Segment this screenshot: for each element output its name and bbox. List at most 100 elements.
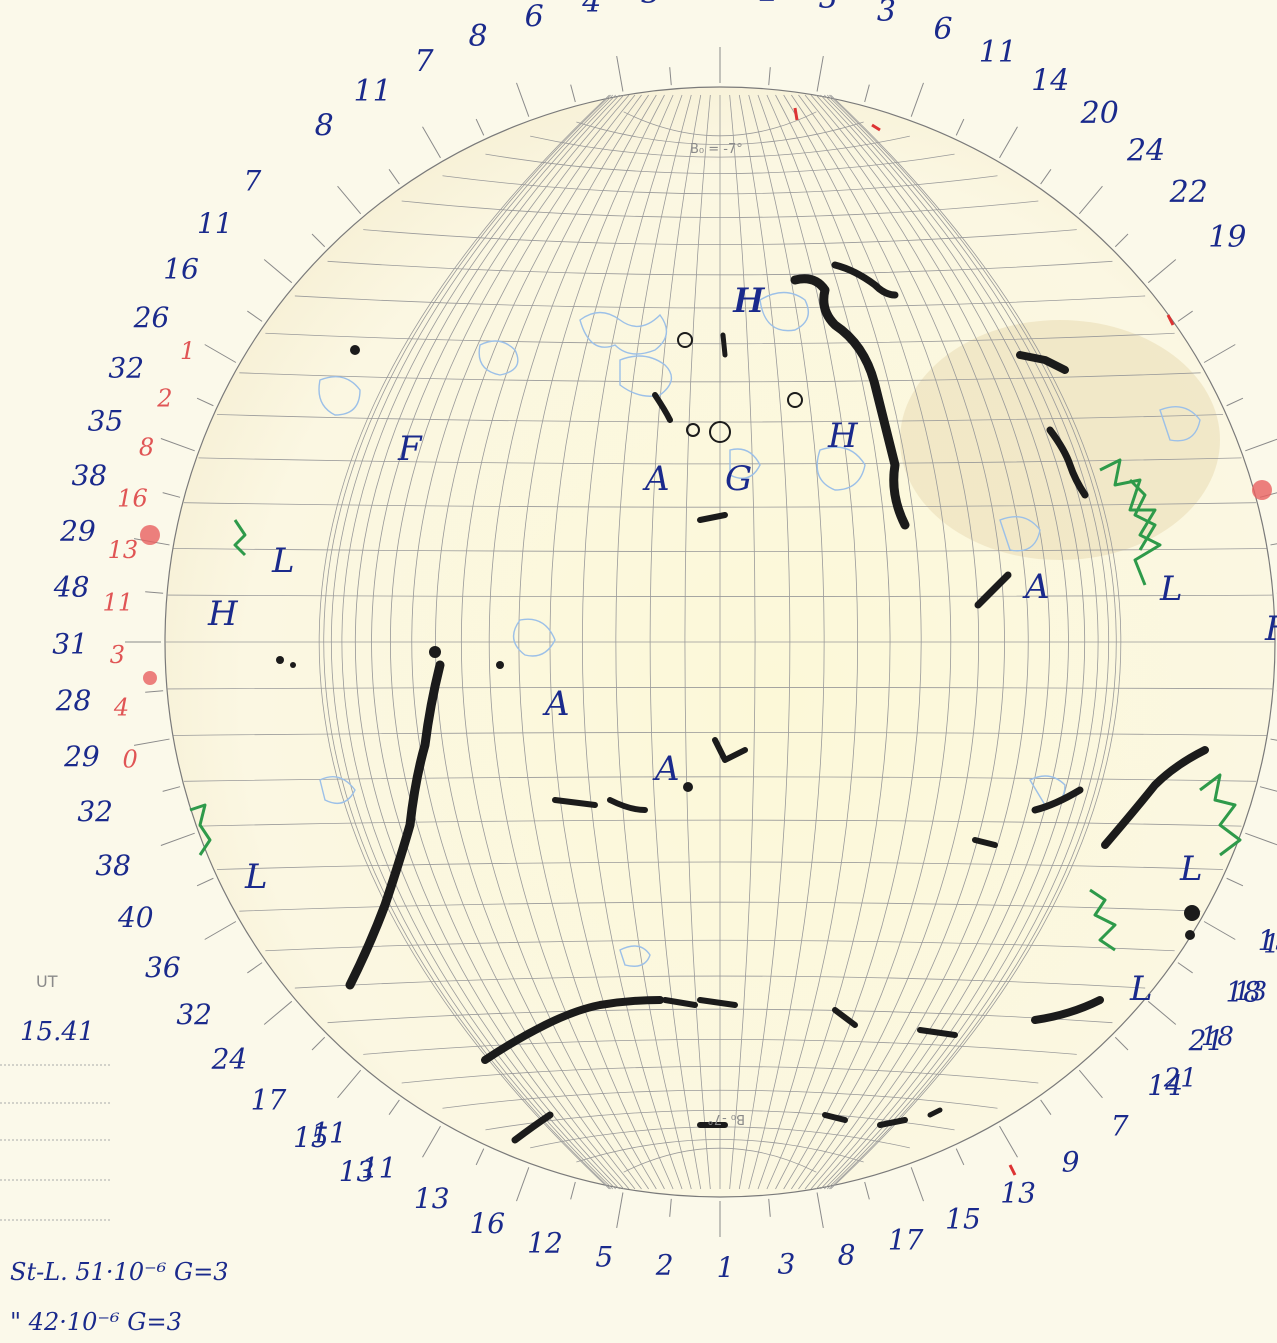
tick-mark xyxy=(999,126,1018,159)
tick-mark xyxy=(768,1198,771,1217)
tick-mark xyxy=(162,492,181,498)
rim-count-bottom: 7 xyxy=(1111,1109,1129,1142)
rim-count-top: 14 xyxy=(1031,63,1069,98)
rim-count-right: 21 xyxy=(1163,1064,1197,1094)
note-row-2: " 42·10⁻⁶ G=3 xyxy=(10,1308,182,1336)
tick-mark xyxy=(263,259,293,284)
meridian-line xyxy=(411,94,636,1190)
tick-mark xyxy=(1114,1036,1129,1051)
region-letters: HHHFAGLHAAALLLLF xyxy=(207,281,1277,1009)
tick-mark xyxy=(204,344,237,363)
meridian-line xyxy=(820,94,1086,1190)
b0-label: B₀ = -7° xyxy=(690,142,743,157)
tick-mark xyxy=(1226,877,1244,887)
meridian-line xyxy=(323,94,611,1190)
tick-mark xyxy=(1114,233,1129,248)
meridian-line xyxy=(488,94,657,1190)
tick-mark xyxy=(816,55,824,92)
tick-mark xyxy=(570,84,576,103)
rim-count-right: 18 xyxy=(1201,1022,1234,1052)
rim-count-bottom: 15 xyxy=(945,1203,981,1236)
tick-mark xyxy=(1203,921,1236,940)
tick-mark xyxy=(145,690,164,693)
tick-mark xyxy=(864,1181,870,1200)
meridian-line xyxy=(318,94,610,1190)
rim-count-bottom: 16 xyxy=(469,1207,505,1240)
tick-mark xyxy=(999,1125,1018,1158)
tick-mark xyxy=(816,1192,824,1229)
tick-mark xyxy=(145,591,164,594)
rim-count-top: 6 xyxy=(525,0,544,34)
meridian-line xyxy=(804,94,1029,1190)
rim-count-bottom: 18 xyxy=(1225,976,1261,1009)
rim-count-left: 17 xyxy=(251,1084,287,1117)
region-letter: F xyxy=(1264,609,1277,649)
tick-mark xyxy=(768,67,771,86)
rim-count-bottom: 5 xyxy=(595,1240,613,1273)
region-letter: L xyxy=(271,541,295,581)
meridian-line xyxy=(766,94,891,1190)
tick-mark xyxy=(1040,1099,1052,1115)
tick-mark xyxy=(616,1192,624,1229)
region-letter: A xyxy=(652,749,680,789)
region-letter: L xyxy=(1129,969,1153,1009)
rim-count-left: 31 xyxy=(52,627,88,660)
meridian-line xyxy=(460,94,649,1190)
b0-label-bottom: B₀ -7° xyxy=(707,1111,745,1126)
meridian-line xyxy=(748,94,825,1190)
tick-mark xyxy=(337,185,362,215)
rim-count-bottom: 13 xyxy=(1000,1177,1036,1210)
tick-mark xyxy=(475,118,485,136)
tick-mark xyxy=(669,67,672,86)
tick-mark xyxy=(422,1125,441,1158)
rim-count-left-red: 11 xyxy=(103,588,134,616)
rim-count-left: 15 xyxy=(293,1121,329,1154)
rim-count-left-red: 0 xyxy=(123,745,138,773)
tick-mark xyxy=(160,438,195,452)
rim-count-left: 40 xyxy=(117,901,154,934)
rim-count-top: 19 xyxy=(1208,220,1246,255)
rim-count-top: 2 xyxy=(759,0,779,9)
rim-count-left-red: 13 xyxy=(108,536,139,564)
rim-count-right: 13 xyxy=(1234,977,1267,1007)
rim-count-top: 22 xyxy=(1169,175,1208,210)
meridian-line xyxy=(371,94,625,1190)
tick-mark xyxy=(669,1198,672,1217)
meridian-line xyxy=(615,94,692,1190)
rim-count-bottom: 13 xyxy=(414,1182,450,1215)
rim-count-left: 32 xyxy=(108,352,144,385)
rim-count-top: 20 xyxy=(1080,96,1119,131)
tick-mark xyxy=(1270,738,1277,741)
tick-mark xyxy=(910,1167,924,1202)
rim-count-left: 11 xyxy=(197,207,233,240)
tick-mark xyxy=(422,126,441,159)
tick-mark xyxy=(204,921,237,940)
filaments xyxy=(345,261,1209,1144)
filament-nw-long xyxy=(790,274,910,530)
rim-count-bottom: 17 xyxy=(888,1223,924,1256)
meridian-line xyxy=(815,94,1069,1190)
tick-mark xyxy=(955,1148,965,1166)
meridian-line xyxy=(775,94,922,1190)
meridian-line xyxy=(649,94,702,1190)
rim-count-bottom: 12 xyxy=(527,1226,563,1259)
rim-count-bottom: 13 xyxy=(1258,924,1277,957)
meridian-line xyxy=(783,94,952,1190)
rim-count-top: 4 xyxy=(581,0,601,20)
rim-count-top: 3 xyxy=(877,0,896,29)
rim-count-bottom: 2 xyxy=(655,1249,674,1282)
tick-mark xyxy=(1245,832,1277,846)
tick-mark xyxy=(388,1099,400,1115)
tick-mark xyxy=(311,1036,326,1051)
tick-mark xyxy=(196,397,214,407)
rim-count-top: 7 xyxy=(415,44,435,79)
tick-mark xyxy=(133,738,170,746)
rim-count-left: 7 xyxy=(244,164,262,197)
rim-count-top: 11 xyxy=(354,74,392,109)
left-counts-red: 128 16 13 11 3 4 0 xyxy=(103,337,196,773)
tick-mark xyxy=(160,832,195,846)
region-letter: H xyxy=(827,416,859,456)
rim-count-left: 32 xyxy=(176,998,212,1031)
tick-mark xyxy=(1270,543,1277,546)
time-label: 15.41 xyxy=(20,1017,94,1047)
